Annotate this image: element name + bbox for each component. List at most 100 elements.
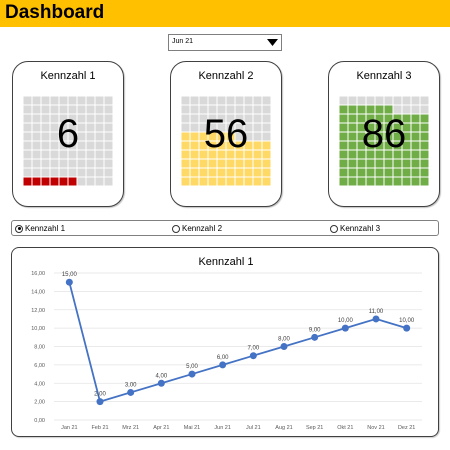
waffle-cell <box>103 96 113 106</box>
waffle-cell <box>94 96 105 106</box>
waffle-cell <box>85 158 96 169</box>
waffle-cell-filled <box>261 167 271 178</box>
dropdown-arrow-button[interactable] <box>263 35 281 50</box>
x-tick-label: Aug 21 <box>275 425 292 431</box>
y-tick-label: 16,00 <box>31 271 45 277</box>
waffle-cell-filled <box>339 167 349 178</box>
waffle-cell <box>401 96 412 106</box>
waffle-cell <box>252 104 263 115</box>
waffle-cell-filled <box>181 176 191 186</box>
waffle-cell <box>392 96 403 106</box>
waffle-cell <box>181 104 191 115</box>
waffle-cell <box>31 167 42 178</box>
waffle-cell <box>85 167 96 178</box>
radio-label: Kennzahl 1 <box>25 224 66 233</box>
waffle-cell <box>58 96 69 106</box>
kpi-value: 56 <box>203 112 249 156</box>
waffle-cell <box>94 104 105 115</box>
data-point <box>65 278 73 286</box>
kpi-value: 6 <box>56 112 80 156</box>
waffle-cell <box>103 104 113 115</box>
waffle-cell <box>261 104 271 115</box>
radio-kennzahl-3[interactable]: Kennzahl 3 <box>330 223 380 234</box>
kpi-card-1: Kennzahl 1 6 <box>12 61 124 207</box>
radio-button[interactable] <box>330 224 338 233</box>
data-point <box>341 324 349 332</box>
waffle-cell-filled <box>339 158 349 169</box>
waffle-cell-filled <box>189 167 200 178</box>
radio-button[interactable] <box>172 224 180 233</box>
x-tick-label: Apr 21 <box>153 425 169 431</box>
waffle-cell-filled <box>347 158 358 169</box>
waffle-cell-filled <box>365 176 376 186</box>
radio-kennzahl-2[interactable]: Kennzahl 2 <box>172 223 222 234</box>
waffle-cell <box>67 158 78 169</box>
data-label: 5,00 <box>186 364 198 370</box>
waffle-cell <box>58 158 69 169</box>
x-tick-label: Dez 21 <box>398 425 415 431</box>
waffle-cell <box>374 96 385 106</box>
waffle-cell <box>419 104 429 115</box>
radio-label: Kennzahl 2 <box>182 224 223 233</box>
x-tick-label: Jan 21 <box>61 425 78 431</box>
waffle-cell-filled <box>58 176 69 186</box>
waffle-cell-filled <box>419 167 429 178</box>
waffle-cell-filled <box>243 176 254 186</box>
waffle-cell-filled <box>234 176 245 186</box>
y-tick-label: 0,00 <box>34 418 45 424</box>
series-line <box>68 281 407 403</box>
waffle-cell <box>58 167 69 178</box>
waffle-cell <box>252 96 263 106</box>
waffle-cell <box>207 96 218 106</box>
data-label: 10,00 <box>338 318 354 324</box>
y-tick-label: 8,00 <box>34 345 45 351</box>
waffle-cell-filled <box>347 104 358 115</box>
line-chart-panel: Kennzahl 1 0,00 2,00 4,00 6,00 8,00 10,00 12,00… <box>11 247 439 437</box>
waffle-cell-filled <box>252 158 263 169</box>
waffle-cell <box>261 96 271 106</box>
waffle-cell <box>189 104 200 115</box>
kpi-card-3: Kennzahl 3 86 <box>328 61 440 207</box>
month-dropdown[interactable]: Jun 21 <box>168 34 282 51</box>
waffle-cell-filled <box>374 167 385 178</box>
waffle-cell-filled <box>31 176 42 186</box>
waffle-cell-filled <box>383 158 394 169</box>
chart-title: Kennzahl 1 <box>198 256 253 268</box>
data-label: 15,00 <box>62 272 78 278</box>
waffle-cell-filled <box>252 167 263 178</box>
waffle-cell-filled <box>392 176 403 186</box>
waffle-cell-filled <box>198 158 209 169</box>
waffle-cell <box>410 104 421 115</box>
kpi-value: 86 <box>361 112 407 156</box>
radio-kennzahl-1[interactable]: Kennzahl 1 <box>15 223 65 234</box>
kpi-radio-group: Kennzahl 1 Kennzahl 2 Kennzahl 3 <box>11 220 439 236</box>
waffle-cell-filled <box>356 158 367 169</box>
x-tick-label: Jun 21 <box>214 425 231 431</box>
waffle-cell <box>103 167 113 178</box>
waffle-cell <box>365 96 376 106</box>
waffle-cell <box>49 167 60 178</box>
waffle-cell <box>67 96 78 106</box>
kpi-waffle-grid <box>339 96 429 186</box>
waffle-cell-filled <box>225 167 236 178</box>
waffle-cell-filled <box>401 176 412 186</box>
waffle-cell <box>339 96 349 106</box>
waffle-cell <box>76 167 87 178</box>
data-label: 4,00 <box>155 373 167 379</box>
waffle-cell <box>181 96 191 106</box>
waffle-cell-filled <box>410 167 421 178</box>
waffle-cell-filled <box>339 176 349 186</box>
y-tick-label: 4,00 <box>34 381 45 387</box>
waffle-cell <box>347 96 358 106</box>
waffle-cell <box>103 176 113 186</box>
waffle-cell <box>94 158 105 169</box>
waffle-cell-filled <box>339 104 349 115</box>
data-point <box>188 370 196 378</box>
waffle-cell-filled <box>261 158 271 169</box>
x-tick-label: Mai 21 <box>184 425 201 431</box>
data-label: 9,00 <box>309 327 321 333</box>
x-tick-label: Okt 21 <box>337 425 353 431</box>
radio-button-checked[interactable] <box>15 224 23 233</box>
waffle-cell <box>31 158 42 169</box>
x-tick-label: Mrz 21 <box>122 425 139 431</box>
